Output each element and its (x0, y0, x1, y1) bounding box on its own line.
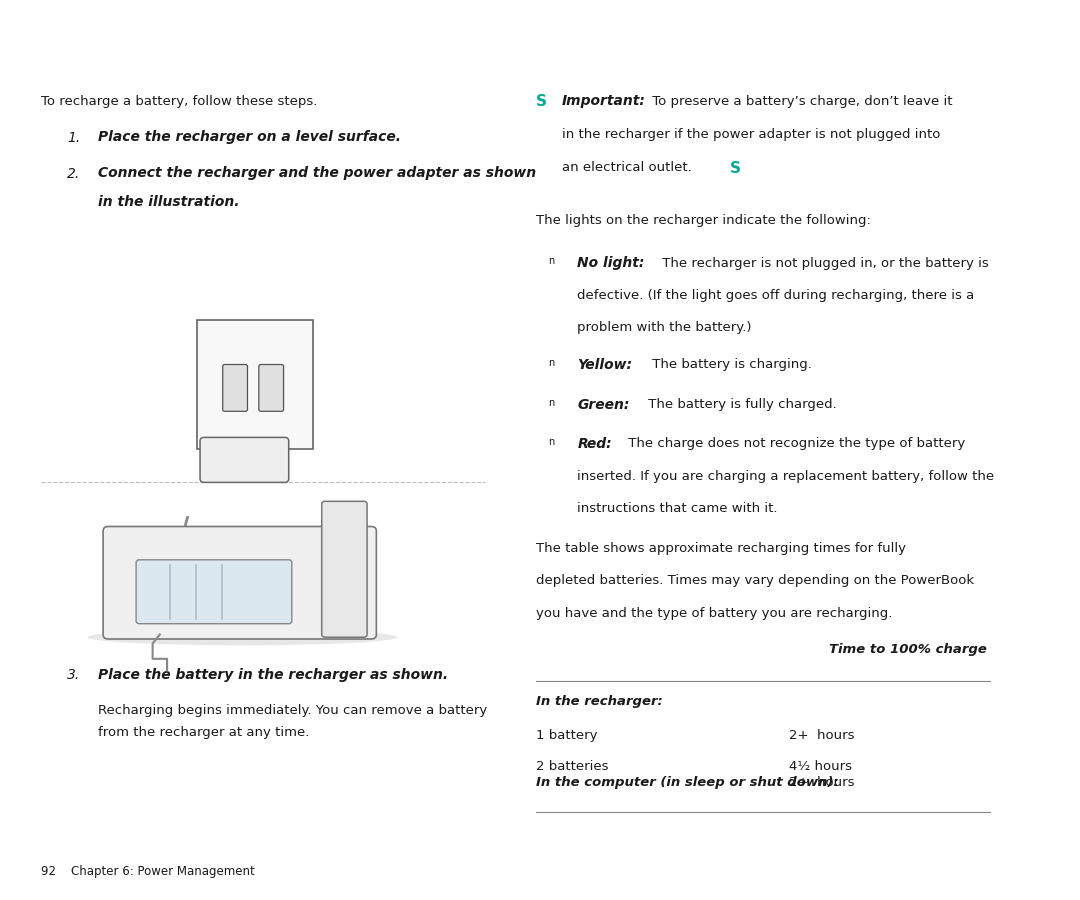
Text: 2+  hours: 2+ hours (788, 776, 854, 788)
Text: 2+  hours: 2+ hours (788, 729, 854, 742)
Text: In the recharger:: In the recharger: (536, 695, 663, 707)
Text: 4½ hours: 4½ hours (788, 760, 852, 772)
Text: Important:: Important: (562, 94, 646, 109)
Text: instructions that came with it.: instructions that came with it. (578, 502, 778, 515)
Text: from the recharger at any time.: from the recharger at any time. (98, 726, 309, 739)
Text: The lights on the recharger indicate the following:: The lights on the recharger indicate the… (536, 214, 872, 227)
Text: 1 battery: 1 battery (536, 729, 597, 742)
Text: The battery is fully charged.: The battery is fully charged. (645, 398, 837, 410)
Text: Connect the recharger and the power adapter as shown: Connect the recharger and the power adap… (98, 166, 536, 181)
Text: 2 batteries: 2 batteries (536, 760, 609, 772)
Text: To preserve a battery’s charge, don’t leave it: To preserve a battery’s charge, don’t le… (648, 94, 953, 107)
Text: in the illustration.: in the illustration. (98, 195, 240, 210)
FancyBboxPatch shape (322, 501, 367, 637)
Text: Recharging begins immediately. You can remove a battery: Recharging begins immediately. You can r… (98, 704, 487, 716)
Text: 1.: 1. (67, 130, 80, 145)
FancyBboxPatch shape (259, 364, 284, 411)
Text: 3.: 3. (67, 668, 80, 682)
FancyBboxPatch shape (200, 437, 288, 482)
Text: S: S (536, 94, 548, 110)
Ellipse shape (87, 629, 397, 645)
Text: The recharger is not plugged in, or the battery is: The recharger is not plugged in, or the … (658, 256, 988, 269)
Text: an electrical outlet.: an electrical outlet. (562, 161, 700, 174)
Text: S: S (730, 161, 741, 176)
Text: 92    Chapter 6: Power Management: 92 Chapter 6: Power Management (41, 865, 255, 878)
FancyBboxPatch shape (136, 560, 292, 624)
Text: n: n (549, 358, 555, 368)
FancyBboxPatch shape (222, 364, 247, 411)
Text: Time to 100% charge: Time to 100% charge (829, 644, 987, 656)
Text: Green:: Green: (578, 398, 630, 412)
Text: The battery is charging.: The battery is charging. (648, 358, 811, 371)
Text: To recharge a battery, follow these steps.: To recharge a battery, follow these step… (41, 94, 318, 107)
Text: Place the battery in the recharger as shown.: Place the battery in the recharger as sh… (98, 668, 448, 682)
Text: n: n (549, 256, 555, 266)
Text: you have and the type of battery you are recharging.: you have and the type of battery you are… (536, 607, 892, 619)
Text: problem with the battery.): problem with the battery.) (578, 321, 752, 334)
Text: Yellow:: Yellow: (578, 358, 633, 373)
Text: 2.: 2. (67, 166, 80, 181)
Text: Place the recharger on a level surface.: Place the recharger on a level surface. (98, 130, 401, 145)
Text: Red:: Red: (578, 437, 612, 452)
Text: In the computer (in sleep or shut down):: In the computer (in sleep or shut down): (536, 776, 839, 788)
Text: No light:: No light: (578, 256, 645, 271)
Text: n: n (549, 398, 555, 408)
Text: inserted. If you are charging a replacement battery, follow the: inserted. If you are charging a replacem… (578, 470, 995, 482)
Text: in the recharger if the power adapter is not plugged into: in the recharger if the power adapter is… (562, 128, 941, 140)
Text: n: n (549, 437, 555, 447)
Text: defective. (If the light goes off during recharging, there is a: defective. (If the light goes off during… (578, 289, 974, 302)
Text: The table shows approximate recharging times for fully: The table shows approximate recharging t… (536, 542, 906, 554)
Text: The charge does not recognize the type of battery: The charge does not recognize the type o… (624, 437, 966, 450)
Text: depleted batteries. Times may vary depending on the PowerBook: depleted batteries. Times may vary depen… (536, 574, 974, 587)
FancyBboxPatch shape (103, 526, 376, 639)
FancyBboxPatch shape (197, 320, 313, 449)
